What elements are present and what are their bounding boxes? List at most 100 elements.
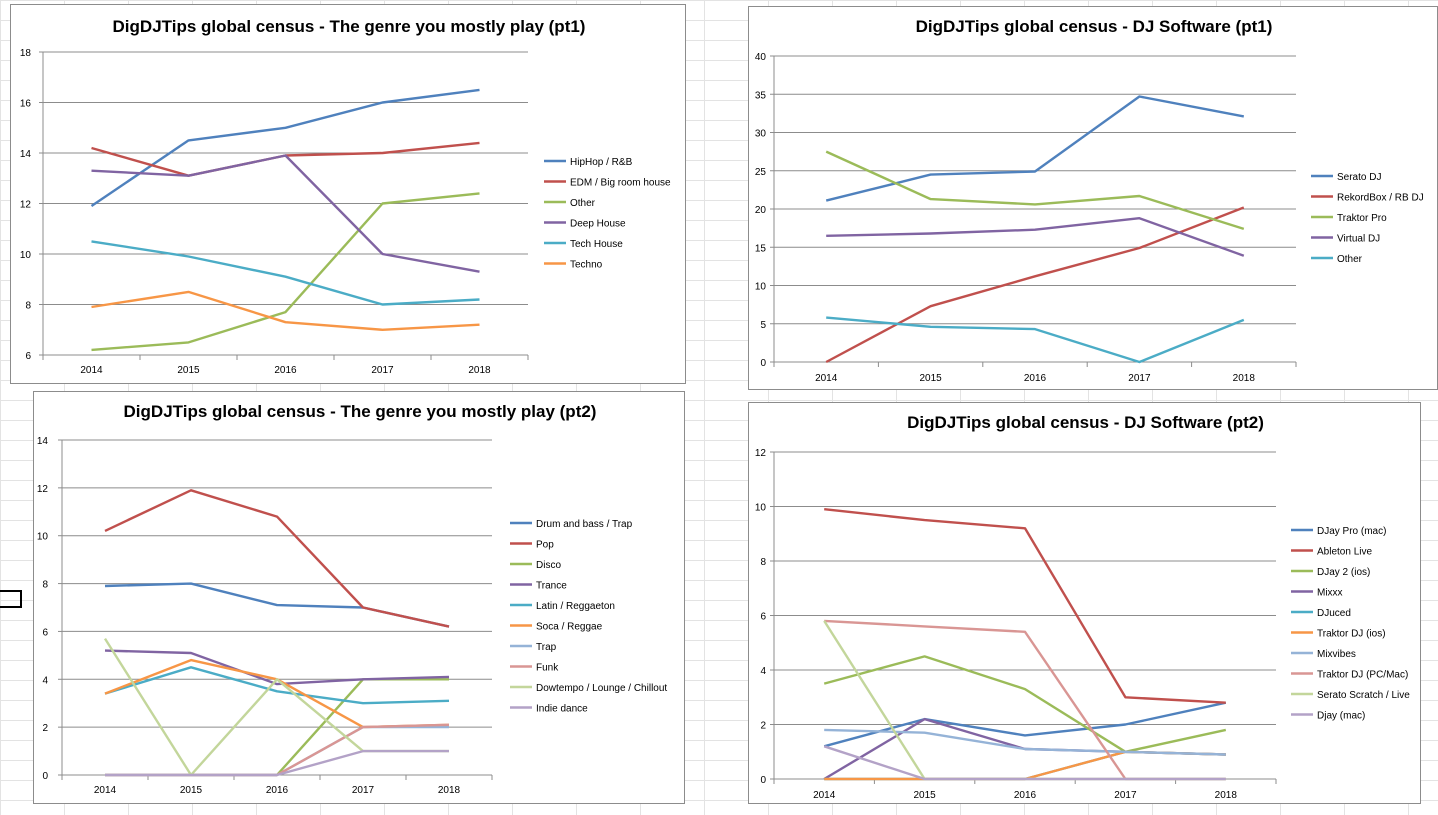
legend-label: Deep House bbox=[570, 219, 626, 230]
legend-label: Pop bbox=[536, 540, 554, 551]
legend-label: Trance bbox=[536, 581, 567, 592]
series-line[interactable] bbox=[91, 192, 480, 352]
series-line[interactable] bbox=[104, 658, 450, 729]
y-tick-label: 40 bbox=[755, 52, 767, 63]
legend-label: Trap bbox=[536, 642, 557, 653]
y-tick-label: 0 bbox=[42, 771, 48, 782]
x-tick-label: 2018 bbox=[1233, 373, 1256, 384]
legend-label: Disco bbox=[536, 560, 561, 571]
y-tick-label: 12 bbox=[37, 484, 49, 495]
y-tick-label: 0 bbox=[760, 358, 766, 369]
x-tick-label: 2017 bbox=[1114, 790, 1137, 801]
y-tick-label: 2 bbox=[42, 723, 48, 734]
chart-title: DigDJTips global census - The genre you … bbox=[124, 402, 597, 421]
legend-label: EDM / Big room house bbox=[570, 178, 671, 189]
legend-label: Drum and bass / Trap bbox=[536, 519, 633, 530]
series-line[interactable] bbox=[103, 637, 449, 777]
series-line[interactable] bbox=[91, 154, 480, 273]
y-tick-label: 10 bbox=[755, 503, 767, 514]
legend-label: Indie dance bbox=[536, 704, 588, 715]
legend-label: Funk bbox=[536, 663, 559, 674]
legend-label: Soca / Reggae bbox=[536, 622, 603, 633]
series-line[interactable] bbox=[91, 141, 480, 177]
x-tick-label: 2016 bbox=[1024, 373, 1047, 384]
chart-svg: DigDJTips global census - The genre you … bbox=[37, 402, 668, 796]
y-tick-label: 16 bbox=[20, 99, 32, 110]
series-line[interactable] bbox=[825, 95, 1245, 202]
legend-label: DJay Pro (mac) bbox=[1317, 526, 1386, 537]
x-tick-label: 2016 bbox=[1014, 790, 1037, 801]
y-tick-label: 10 bbox=[37, 532, 49, 543]
x-tick-label: 2017 bbox=[371, 365, 394, 376]
y-tick-label: 14 bbox=[37, 436, 49, 447]
cell-selection-cursor[interactable] bbox=[0, 590, 22, 608]
x-tick-label: 2014 bbox=[813, 790, 836, 801]
chart-1[interactable]: DigDJTips global census - The genre you … bbox=[10, 4, 686, 384]
legend-label: HipHop / R&B bbox=[570, 157, 633, 168]
legend-label: RekordBox / RB DJ bbox=[1337, 193, 1424, 204]
legend-label: Serato Scratch / Live bbox=[1317, 690, 1410, 701]
legend-label: Mixxx bbox=[1317, 588, 1343, 599]
y-tick-label: 6 bbox=[42, 627, 48, 638]
series-line[interactable] bbox=[104, 666, 450, 705]
legend-label: Traktor DJ (PC/Mac) bbox=[1317, 670, 1408, 681]
y-tick-label: 15 bbox=[755, 243, 767, 254]
chart-svg: DigDJTips global census - DJ Software (p… bbox=[755, 17, 1424, 384]
x-tick-label: 2014 bbox=[80, 365, 103, 376]
series-line[interactable] bbox=[104, 489, 450, 628]
x-tick-label: 2015 bbox=[180, 785, 203, 796]
y-tick-label: 4 bbox=[42, 675, 48, 686]
y-tick-label: 12 bbox=[20, 200, 32, 211]
legend-label: Djay (mac) bbox=[1317, 711, 1365, 722]
series-line[interactable] bbox=[90, 88, 480, 207]
series-line[interactable] bbox=[823, 745, 1226, 781]
legend-label: DJay 2 (ios) bbox=[1317, 567, 1370, 578]
series-line[interactable] bbox=[91, 290, 480, 331]
legend-label: Tech House bbox=[570, 239, 623, 250]
chart-title: DigDJTips global census - DJ Software (p… bbox=[907, 413, 1264, 432]
series-line[interactable] bbox=[104, 649, 450, 686]
y-tick-label: 14 bbox=[20, 149, 32, 160]
series-line[interactable] bbox=[105, 749, 449, 777]
x-tick-label: 2018 bbox=[438, 785, 461, 796]
chart-2[interactable]: DigDJTips global census - DJ Software (p… bbox=[748, 6, 1438, 390]
y-tick-label: 10 bbox=[755, 282, 767, 293]
chart-4[interactable]: DigDJTips global census - DJ Software (p… bbox=[748, 402, 1421, 804]
x-tick-label: 2017 bbox=[352, 785, 375, 796]
legend-label: Latin / Reggaeton bbox=[536, 601, 615, 612]
series-line[interactable] bbox=[104, 582, 450, 628]
y-tick-label: 6 bbox=[25, 351, 31, 362]
legend-label: Dowtempo / Lounge / Chillout bbox=[536, 683, 667, 694]
legend-label: DJuced bbox=[1317, 608, 1351, 619]
series-line[interactable] bbox=[824, 508, 1226, 704]
x-tick-label: 2014 bbox=[815, 373, 838, 384]
series-line[interactable] bbox=[823, 655, 1227, 753]
x-tick-label: 2017 bbox=[1128, 373, 1151, 384]
x-tick-label: 2014 bbox=[94, 785, 117, 796]
series-line[interactable] bbox=[91, 240, 480, 306]
legend-label: Ableton Live bbox=[1317, 547, 1372, 558]
series-line[interactable] bbox=[826, 216, 1245, 257]
legend-label: Other bbox=[570, 198, 596, 209]
x-tick-label: 2015 bbox=[177, 365, 200, 376]
x-tick-label: 2016 bbox=[274, 365, 297, 376]
y-tick-label: 2 bbox=[760, 721, 766, 732]
series-line[interactable] bbox=[826, 316, 1245, 364]
y-tick-label: 10 bbox=[20, 250, 32, 261]
x-tick-label: 2015 bbox=[919, 373, 942, 384]
y-tick-label: 30 bbox=[755, 129, 767, 140]
chart-svg: DigDJTips global census - DJ Software (p… bbox=[755, 413, 1410, 801]
y-tick-label: 12 bbox=[755, 448, 767, 459]
y-tick-label: 20 bbox=[755, 205, 767, 216]
series-line[interactable] bbox=[824, 728, 1226, 756]
x-tick-label: 2018 bbox=[1215, 790, 1238, 801]
legend-label: Virtual DJ bbox=[1337, 234, 1380, 245]
y-tick-label: 8 bbox=[25, 301, 31, 312]
x-tick-label: 2015 bbox=[913, 790, 936, 801]
chart-3[interactable]: DigDJTips global census - The genre you … bbox=[33, 391, 685, 804]
series-line[interactable] bbox=[825, 150, 1245, 231]
y-tick-label: 5 bbox=[760, 320, 766, 331]
legend-label: Other bbox=[1337, 254, 1363, 265]
y-tick-label: 35 bbox=[755, 90, 767, 101]
y-tick-label: 0 bbox=[760, 775, 766, 786]
